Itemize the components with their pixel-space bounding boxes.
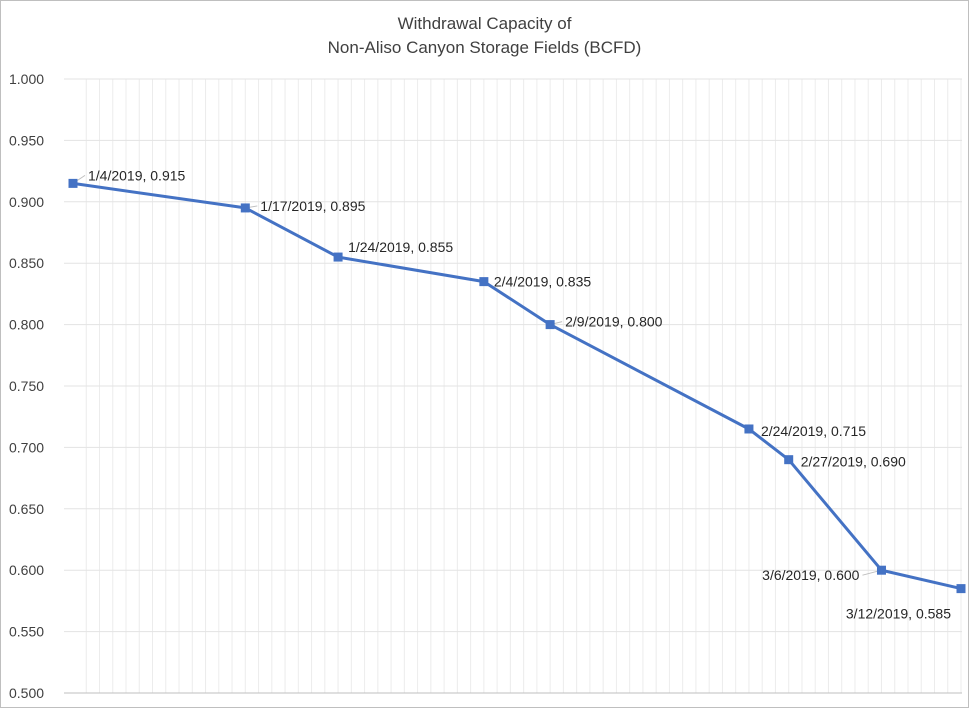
y-tick-label: 0.550: [9, 624, 44, 640]
y-tick-label: 0.500: [9, 685, 44, 701]
y-tick-label: 0.650: [9, 501, 44, 517]
data-label: 1/24/2019, 0.855: [348, 239, 453, 255]
data-point-marker: [333, 252, 343, 262]
y-tick-label: 0.800: [9, 317, 44, 333]
data-label: 2/27/2019, 0.690: [801, 454, 906, 470]
chart-title-line-1: Withdrawal Capacity of: [397, 14, 572, 33]
data-label: 2/4/2019, 0.835: [494, 274, 592, 290]
y-tick-label: 0.900: [9, 194, 44, 210]
data-point-marker: [784, 455, 794, 465]
data-point-marker: [240, 203, 250, 213]
y-tick-label: 0.600: [9, 562, 44, 578]
data-point-marker: [744, 424, 754, 434]
y-tick-label: 0.700: [9, 439, 44, 455]
chart-title-line-2: Non-Aliso Canyon Storage Fields (BCFD): [327, 38, 642, 57]
data-point-marker: [479, 277, 489, 287]
data-point-marker: [68, 178, 78, 188]
y-tick-label: 0.750: [9, 378, 44, 394]
data-label: 2/24/2019, 0.715: [761, 423, 866, 439]
chart-title: Withdrawal Capacity of Non-Aliso Canyon …: [0, 12, 969, 60]
y-tick-label: 0.850: [9, 255, 44, 271]
data-label: 1/4/2019, 0.915: [88, 167, 186, 183]
y-tick-label: 1.000: [9, 71, 44, 87]
data-point-marker: [876, 565, 886, 575]
y-tick-label: 0.950: [9, 132, 44, 148]
data-point-marker: [956, 584, 966, 594]
data-point-marker: [545, 320, 555, 330]
data-label: 3/6/2019, 0.600: [762, 567, 860, 583]
data-label: 3/12/2019, 0.585: [846, 606, 951, 622]
data-label: 2/9/2019, 0.800: [565, 314, 663, 330]
data-label: 1/17/2019, 0.895: [260, 198, 365, 214]
